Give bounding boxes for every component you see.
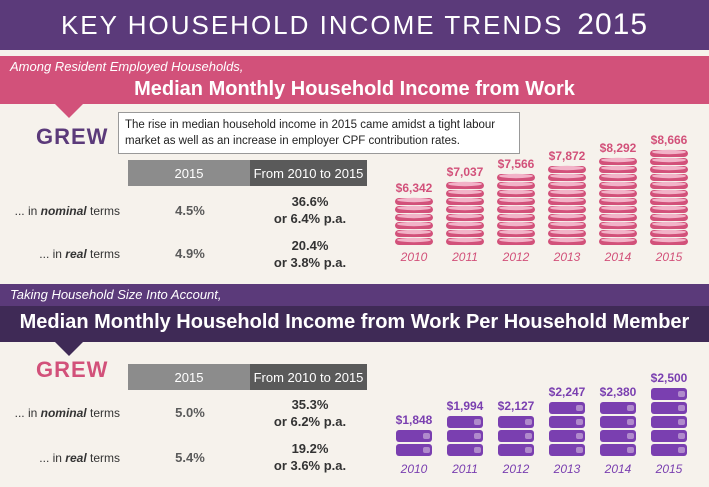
value-label-2014: $2,380	[600, 385, 637, 399]
section1-grew: GREW	[36, 124, 109, 149]
page-title-year: 2015	[577, 8, 649, 41]
bar-2015	[651, 388, 687, 456]
s2-row-nominal-change: 35.3% or 6.2% p.a.	[273, 397, 347, 429]
value-label-2012: $2,127	[498, 399, 535, 413]
bar-2010	[396, 430, 432, 456]
value-label-2010: $6,342	[396, 181, 433, 195]
value-label-2013: $7,872	[549, 149, 586, 163]
s2-row-real-2015: 5.4%	[175, 450, 205, 465]
value-label-2012: $7,566	[498, 157, 535, 171]
year-label-2011: 2011	[451, 250, 478, 264]
section1-heading: Median Monthly Household Income from Wor…	[134, 78, 575, 100]
bar-2011	[446, 181, 484, 245]
year-label-2010: 2010	[400, 462, 428, 476]
bar-2015	[650, 149, 688, 245]
year-label-2013: 2013	[553, 462, 581, 476]
section2-subtitle-band	[0, 284, 709, 306]
year-label-2012: 2012	[502, 462, 530, 476]
page-title: KEY HOUSEHOLD INCOME TRENDS	[60, 9, 564, 40]
s1-row-real-2015: 4.9%	[175, 246, 205, 261]
section2-subtitle: Taking Household Size Into Account,	[10, 287, 222, 302]
value-label-2010: $1,848	[396, 413, 433, 427]
section2-grew: GREW	[36, 357, 109, 382]
section2-pointer	[55, 342, 83, 356]
value-label-2011: $1,994	[447, 399, 484, 413]
s2-header-change: From 2010 to 2015	[250, 364, 367, 390]
chart-income-per-member: $1,848 2010 $1,994 2011 $2,127 2012 $2,247 2013…	[380, 345, 709, 482]
chart1-svg: $6,342 2010 $7,037 2011 $7,566 2012 $7,872 2013…	[395, 133, 688, 264]
section1-pointer	[55, 104, 83, 118]
s2-row-nominal-label: ... in nominal terms	[14, 406, 120, 420]
chart-household-income: $6,342 2010 $7,037 2011 $7,566 2012 $7,872 2013…	[380, 115, 709, 280]
section2-heading: Median Monthly Household Income from Wor…	[19, 311, 690, 333]
section1-header	[0, 56, 709, 104]
value-label-2015: $2,500	[651, 371, 688, 385]
title-band: KEY HOUSEHOLD INCOME TRENDS 2015	[0, 0, 709, 50]
s1-row-nominal-label: ... in nominal terms	[14, 204, 120, 218]
s2-row-nominal-2015: 5.0%	[175, 405, 205, 420]
section1-note: The rise in median household income in 2…	[118, 112, 520, 154]
value-label-2015: $8,666	[651, 133, 688, 147]
year-label-2014: 2014	[604, 462, 632, 476]
value-label-2014: $8,292	[600, 141, 637, 155]
bar-2012	[498, 416, 534, 456]
s1-header-2015: 2015	[128, 160, 250, 186]
year-label-2015: 2015	[655, 462, 683, 476]
s1-header-change: From 2010 to 2015	[250, 160, 367, 186]
bar-2011	[447, 416, 483, 456]
s2-row-real-label: ... in real terms	[39, 451, 120, 465]
bar-2013	[549, 402, 585, 456]
s1-row-real-label: ... in real terms	[39, 247, 120, 261]
bar-2014	[600, 402, 636, 456]
year-label-2012: 2012	[502, 250, 530, 264]
value-label-2011: $7,037	[447, 165, 484, 179]
bar-2013	[548, 165, 586, 245]
chart2-svg: $1,848 2010 $1,994 2011 $2,127 2012 $2,247 2013…	[396, 371, 688, 476]
s1-row-real-change: 20.4% or 3.8% p.a.	[273, 238, 347, 270]
bar-2012	[497, 173, 535, 245]
year-label-2013: 2013	[553, 250, 581, 264]
section2-header	[0, 306, 709, 342]
s1-row-nominal-change: 36.6% or 6.4% p.a.	[273, 194, 347, 226]
value-label-2013: $2,247	[549, 385, 586, 399]
section1-subtitle: Among Resident Employed Households,	[10, 59, 244, 74]
bar-2014	[599, 157, 637, 245]
year-label-2010: 2010	[400, 250, 428, 264]
year-label-2015: 2015	[655, 250, 683, 264]
year-label-2014: 2014	[604, 250, 632, 264]
s2-row-real-change: 19.2% or 3.6% p.a.	[273, 441, 347, 473]
year-label-2011: 2011	[451, 462, 478, 476]
s2-header-2015: 2015	[128, 364, 250, 390]
bar-2010	[395, 197, 433, 245]
s1-row-nominal-2015: 4.5%	[175, 203, 205, 218]
